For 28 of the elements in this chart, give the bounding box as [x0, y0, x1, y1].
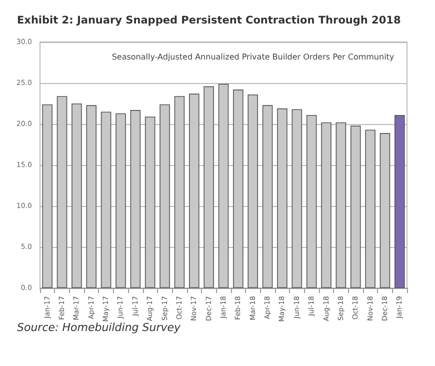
bar: [174, 96, 185, 288]
bar: [42, 104, 52, 288]
bar: [394, 114, 405, 288]
bar: [321, 122, 332, 288]
bar: [189, 94, 200, 288]
bar: [100, 112, 112, 288]
bar: [160, 104, 170, 288]
source-note: Source: Homebuilding Survey: [17, 321, 182, 334]
bar: [218, 84, 229, 288]
bar: [144, 116, 156, 288]
bar: [306, 114, 317, 288]
bar: [233, 90, 244, 288]
text: Seasonally-Adjusted Annualized Private Builder Orders Per Community: [112, 52, 394, 62]
bar: [292, 109, 302, 288]
bar: [130, 110, 141, 288]
bar: [248, 94, 258, 288]
bar: [116, 113, 126, 288]
bar: [204, 86, 214, 288]
bar: [86, 105, 97, 288]
chart-title: Exhibit 2: January Snapped Persistent Contraction Through 2018: [17, 14, 401, 26]
bar: [350, 126, 361, 288]
bar: [262, 105, 273, 288]
bar: [72, 104, 82, 288]
bar: [336, 122, 346, 288]
bar: [365, 130, 376, 288]
bar: [380, 133, 390, 288]
bar: [56, 96, 68, 288]
bar: [277, 108, 288, 288]
